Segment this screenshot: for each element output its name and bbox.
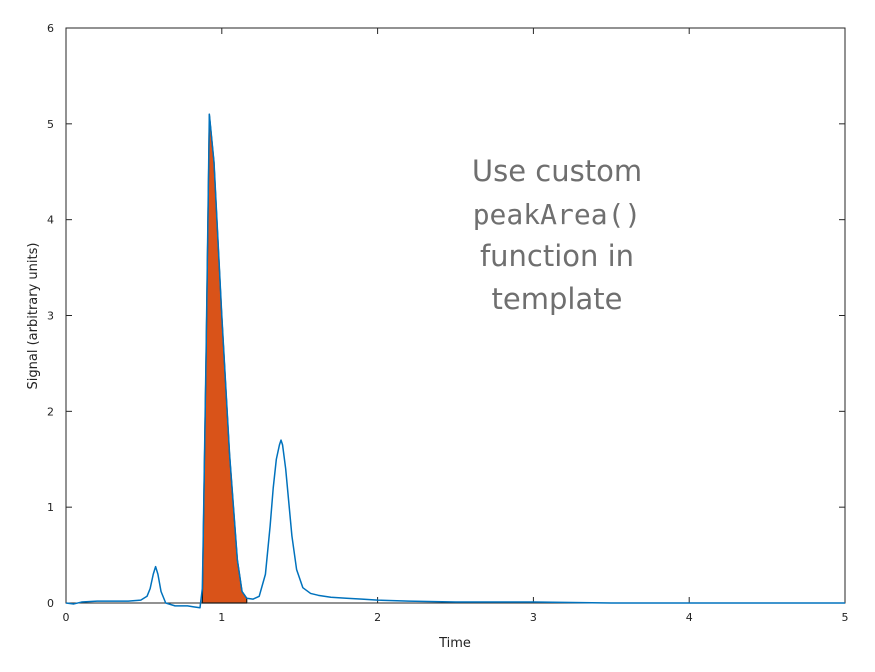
y-tick-label: 4: [47, 214, 54, 227]
x-axis-label: Time: [438, 636, 471, 651]
annotation-line-4: template: [492, 282, 623, 316]
annotation-line-3: function in: [480, 239, 634, 273]
series-layer: [65, 113, 845, 609]
y-axis-label: Signal (arbitrary units): [26, 243, 41, 390]
y-tick-label: 3: [47, 310, 54, 323]
x-tick-label: 2: [374, 611, 381, 624]
signal-line: [65, 113, 845, 609]
plot-area: [65, 27, 846, 604]
y-tick-label: 6: [47, 22, 54, 35]
y-tick-label: 2: [47, 405, 54, 418]
x-tick-labels: 0 1 2 3 4 5: [63, 611, 849, 624]
x-tick-label: 1: [218, 611, 225, 624]
y-tick-label: 0: [47, 597, 54, 610]
annotation: Use custom peakArea() function in templa…: [472, 154, 642, 316]
y-tick-label: 5: [47, 118, 54, 131]
y-tick-label: 1: [47, 501, 54, 514]
annotation-line-1: Use custom: [472, 154, 642, 188]
y-tick-labels: 0 1 2 3 4 5 6: [47, 22, 54, 610]
x-tick-label: 0: [63, 611, 70, 624]
annotation-line-2: peakArea(): [473, 198, 642, 231]
x-tick-label: 5: [842, 611, 849, 624]
x-tick-label: 3: [530, 611, 537, 624]
x-tick-label: 4: [686, 611, 693, 624]
